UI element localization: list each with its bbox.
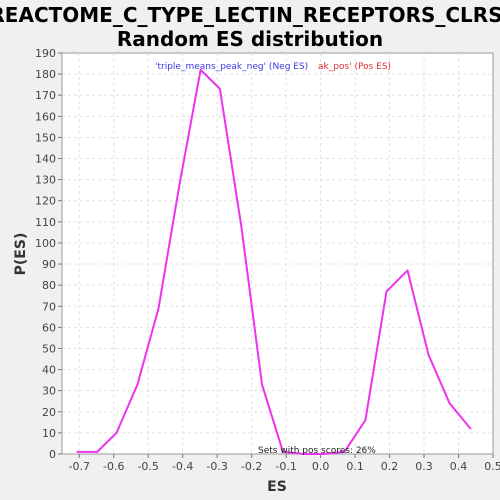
x-tick-label-4: -0.3: [206, 460, 227, 473]
data-point-18: [448, 402, 451, 405]
series-group: [76, 68, 472, 455]
data-point-15: [385, 290, 388, 293]
y-axis-title: P(ES): [13, 233, 29, 276]
chart-title-line1: REACTOME_C_TYPE_LECTIN_RECEPTORS_CLRS:: [0, 3, 500, 27]
y-tick-label-16: 160: [35, 110, 56, 123]
data-point-19: [469, 427, 472, 430]
grid-lines: [62, 53, 493, 454]
y-tick-label-4: 40: [42, 364, 56, 377]
x-tick-label-2: -0.5: [137, 460, 158, 473]
data-point-4: [157, 307, 160, 310]
y-axis-ticks: 0 10 20 30 40 50 60 70 80 90 100 110 120 130 140 150 160…: [35, 47, 62, 461]
pos-scores-annotation: Sets with pos scores: 26%: [258, 446, 376, 456]
y-tick-label-19: 190: [35, 47, 56, 60]
y-tick-label-1: 10: [42, 427, 56, 440]
data-point-0: [76, 451, 78, 453]
x-tick-label-9: 0.2: [381, 460, 399, 473]
data-point-11: [303, 453, 305, 455]
x-tick-label-6: -0.1: [275, 460, 296, 473]
y-tick-label-13: 130: [35, 174, 56, 187]
y-tick-label-6: 60: [42, 321, 56, 334]
data-point-7: [219, 88, 221, 90]
data-point-5: [178, 183, 181, 185]
series-line-0: [77, 68, 472, 455]
data-point-2: [115, 432, 118, 434]
x-tick-label-5: -0.2: [241, 460, 262, 473]
y-tick-label-10: 100: [35, 237, 56, 250]
y-tick-label-7: 70: [42, 300, 56, 313]
chart-title-line2: Random ES distribution: [117, 27, 383, 51]
x-axis-ticks: -0.7 -0.6 -0.5 -0.4 -0.3 -0.2 -0.1 0.0 0.1 0.2 0.3…: [69, 454, 500, 473]
y-tick-label-8: 80: [42, 279, 56, 292]
x-tick-label-11: 0.4: [450, 460, 468, 473]
y-tick-label-9: 90: [42, 258, 56, 271]
y-tick-label-17: 170: [35, 89, 56, 102]
data-point-13: [343, 451, 346, 453]
data-point-12: [322, 453, 325, 455]
x-tick-label-3: -0.4: [172, 460, 193, 473]
y-tick-label-14: 140: [35, 153, 56, 166]
data-point-6: [199, 69, 202, 71]
data-point-10: [282, 451, 284, 453]
legend-neg-es: 'triple_means_peak_neg' (Neg ES): [155, 62, 308, 72]
y-tick-label-3: 30: [42, 385, 56, 398]
x-tick-label-1: -0.6: [103, 460, 124, 473]
x-tick-label-12: 0.5: [484, 460, 500, 473]
data-point-16: [406, 269, 409, 272]
y-tick-label-2: 20: [42, 406, 56, 419]
y-tick-label-11: 110: [35, 216, 56, 229]
data-point-14: [364, 419, 367, 422]
y-tick-label-0: 0: [49, 448, 56, 461]
x-tick-label-8: 0.1: [346, 460, 364, 473]
plot-area: [61, 52, 494, 455]
data-point-17: [427, 354, 430, 356]
legend-pos-es: ak_pos' (Pos ES): [318, 62, 391, 72]
x-tick-label-7: 0.0: [312, 460, 330, 473]
y-tick-label-15: 150: [35, 131, 56, 144]
data-point-1: [96, 451, 98, 453]
data-point-9: [261, 383, 263, 386]
data-point-8: [240, 225, 243, 227]
x-tick-label-10: 0.3: [415, 460, 433, 473]
y-tick-label-18: 180: [35, 68, 56, 81]
x-axis-title: ES: [267, 479, 287, 495]
x-tick-label-0: -0.7: [69, 460, 90, 473]
y-tick-label-5: 50: [42, 342, 56, 355]
data-point-3: [136, 383, 139, 386]
y-tick-label-12: 120: [35, 195, 56, 208]
